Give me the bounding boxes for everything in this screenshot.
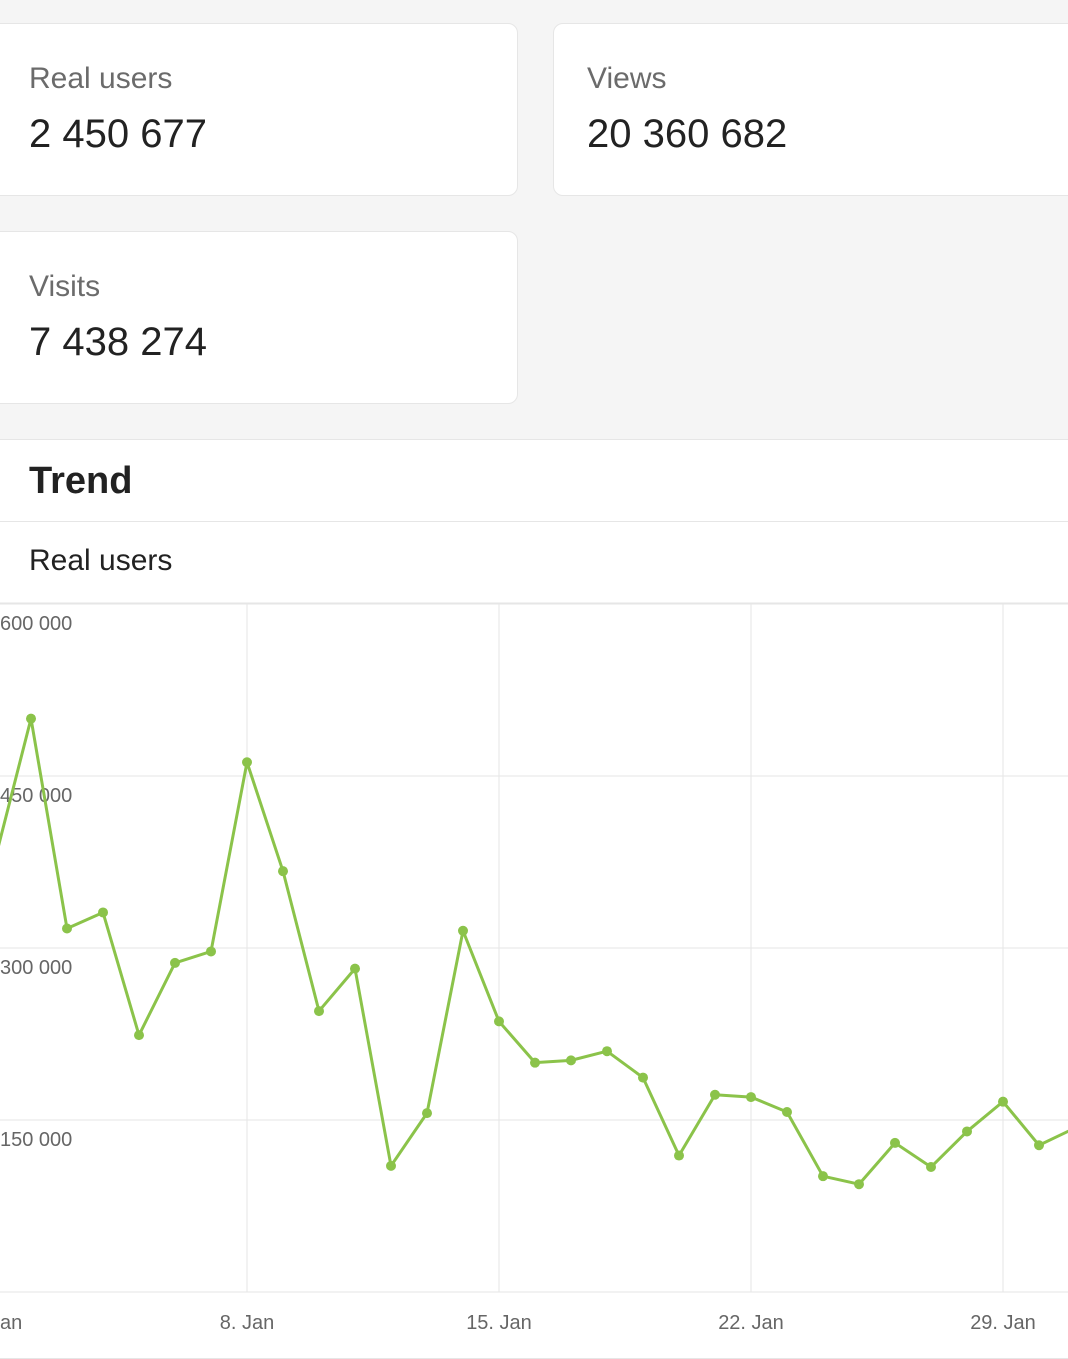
data-point	[242, 757, 252, 768]
data-point	[98, 907, 108, 918]
data-point	[134, 1030, 144, 1041]
data-point	[206, 946, 216, 957]
x-tick-label: 29. Jan	[970, 1312, 1036, 1334]
data-point	[530, 1057, 540, 1068]
x-tick-label: 15. Jan	[466, 1312, 532, 1334]
data-point	[962, 1126, 972, 1137]
stat-value: 7 438 274	[29, 320, 207, 364]
x-tick-label: 22. Jan	[718, 1312, 784, 1334]
data-point	[566, 1055, 576, 1066]
data-point	[890, 1137, 900, 1148]
data-point	[602, 1046, 612, 1057]
data-point	[494, 1016, 504, 1027]
data-point	[854, 1179, 864, 1190]
data-point	[1034, 1140, 1044, 1151]
data-point	[422, 1108, 432, 1119]
x-tick-label: 1. Jan	[0, 1312, 22, 1334]
data-point	[926, 1162, 936, 1173]
x-tick-label: 8. Jan	[220, 1312, 274, 1334]
data-point	[710, 1089, 720, 1100]
y-tick-label: 600 000	[0, 613, 72, 635]
stat-card: Real users 2 450 677	[0, 23, 518, 196]
stat-label: Visits	[29, 270, 101, 303]
data-point	[350, 963, 360, 974]
data-point	[998, 1096, 1008, 1107]
y-tick-label: 450 000	[0, 785, 72, 807]
data-point	[26, 713, 36, 724]
data-point	[62, 923, 72, 934]
stat-label: Views	[587, 62, 667, 95]
data-point	[782, 1106, 792, 1117]
series-line	[0, 717, 1068, 1186]
stat-card: Visits 7 438 274	[0, 231, 518, 404]
panel-title: Trend	[29, 460, 133, 502]
data-point	[674, 1150, 684, 1161]
trend-panel: Trend Real users	[0, 439, 1068, 1359]
stat-value: 20 360 682	[587, 112, 788, 156]
data-point	[458, 925, 468, 936]
data-point	[278, 866, 288, 877]
data-point	[170, 957, 180, 968]
data-point	[314, 1006, 324, 1017]
stat-label: Real users	[29, 62, 173, 95]
stat-value: 2 450 677	[29, 112, 207, 156]
divider	[0, 521, 1068, 522]
stat-card: Views 20 360 682	[553, 23, 1068, 196]
chart-title: Real users	[29, 544, 173, 577]
y-tick-label: 300 000	[0, 957, 72, 979]
data-point	[818, 1171, 828, 1182]
data-point	[746, 1092, 756, 1103]
y-tick-label: 150 000	[0, 1129, 72, 1151]
data-point	[638, 1072, 648, 1083]
data-point	[386, 1160, 396, 1171]
